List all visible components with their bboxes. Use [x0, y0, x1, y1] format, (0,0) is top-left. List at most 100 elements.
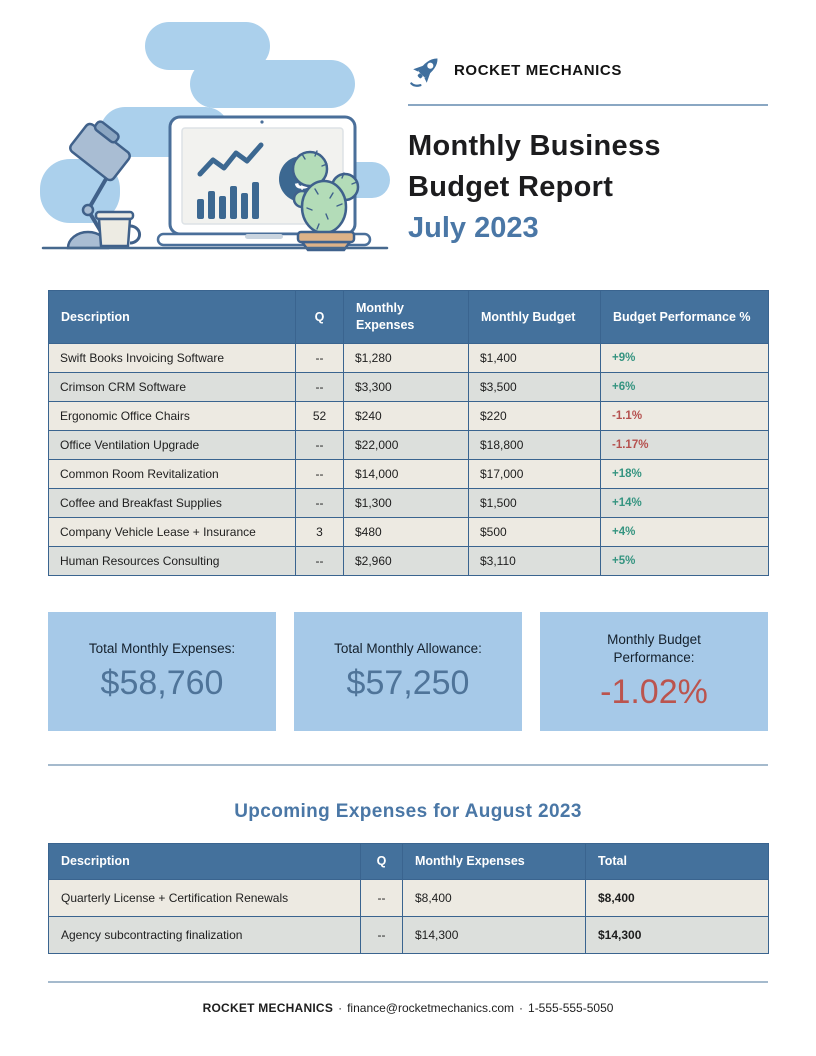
table-row: Ergonomic Office Chairs 52 $240 $220 -1.1% — [48, 401, 769, 431]
cell-expenses: $2,960 — [343, 546, 469, 576]
upcoming-expenses-heading: Upcoming Expenses for August 2023 — [234, 801, 582, 822]
cell-description: Crimson CRM Software — [48, 372, 296, 402]
col-header-monthly-expenses: Monthly Expenses — [343, 290, 469, 344]
footer-company: ROCKET MECHANICS — [202, 1001, 334, 1015]
cell-budget: $1,400 — [468, 343, 601, 373]
cell-description: Office Ventilation Upgrade — [48, 430, 296, 460]
cell-description: Coffee and Breakfast Supplies — [48, 488, 296, 518]
summary-cards: Total Monthly Expenses: $58,760 Total Mo… — [48, 612, 768, 731]
coffee-mug — [94, 210, 142, 248]
total-expenses-card: Total Monthly Expenses: $58,760 — [48, 612, 276, 731]
cell-expenses: $14,000 — [343, 459, 469, 489]
cell-total: $14,300 — [585, 916, 769, 954]
cell-total: $8,400 — [585, 879, 769, 917]
budget-table-header: Description Q Monthly Expenses Monthly B… — [48, 290, 769, 344]
cell-description: Agency subcontracting finalization — [48, 916, 361, 954]
cell-expenses: $3,300 — [343, 372, 469, 402]
table-row: Human Resources Consulting -- $2,960 $3,110… — [48, 546, 769, 576]
cell-performance: +18% — [600, 459, 769, 489]
cell-budget: $3,110 — [468, 546, 601, 576]
total-allowance-value: $57,250 — [346, 664, 470, 702]
cell-q: -- — [295, 459, 344, 489]
table-row: Swift Books Invoicing Software -- $1,280 $1… — [48, 343, 769, 373]
card-label: Monthly Budget Performance: — [607, 632, 701, 665]
cell-budget: $17,000 — [468, 459, 601, 489]
cell-description: Ergonomic Office Chairs — [48, 401, 296, 431]
company-name: ROCKET MECHANICS — [454, 61, 622, 79]
cell-expenses: $14,300 — [402, 916, 586, 954]
cell-performance: +4% — [600, 517, 769, 547]
cell-q: -- — [360, 879, 403, 917]
rocket-icon — [410, 58, 438, 87]
upcoming-expenses-table: Description Q Monthly Expenses Total Qua… — [48, 843, 769, 954]
cell-q: -- — [295, 372, 344, 402]
cell-expenses: $22,000 — [343, 430, 469, 460]
cell-description: Swift Books Invoicing Software — [48, 343, 296, 373]
cell-q: -- — [295, 546, 344, 576]
cell-performance: +9% — [600, 343, 769, 373]
budget-performance-value: -1.02% — [600, 673, 708, 711]
cell-budget: $1,500 — [468, 488, 601, 518]
cell-q: -- — [360, 916, 403, 954]
col-header-description: Description — [48, 290, 296, 344]
cell-q: 3 — [295, 517, 344, 547]
section-divider — [48, 764, 768, 766]
table-row: Quarterly License + Certification Renewa… — [48, 879, 769, 917]
desk-illustration: $ — [40, 22, 390, 252]
cell-description: Common Room Revitalization — [48, 459, 296, 489]
cell-q: 52 — [295, 401, 344, 431]
cell-q: -- — [295, 430, 344, 460]
card-label: Total Monthly Allowance: — [334, 641, 482, 656]
col-header-q: Q — [295, 290, 344, 344]
total-expenses-value: $58,760 — [100, 664, 224, 702]
report-period: July 2023 — [408, 212, 539, 244]
cell-q: -- — [295, 343, 344, 373]
cell-budget: $500 — [468, 517, 601, 547]
cell-budget: $220 — [468, 401, 601, 431]
cell-budget: $3,500 — [468, 372, 601, 402]
cell-budget: $18,800 — [468, 430, 601, 460]
budget-table: Description Q Monthly Expenses Monthly B… — [48, 290, 769, 576]
budget-performance-card: Monthly Budget Performance: -1.02% — [540, 612, 768, 731]
table-row: Office Ventilation Upgrade -- $22,000 $18,8… — [48, 430, 769, 460]
footer-separator: · — [338, 1001, 343, 1015]
table-row: Common Room Revitalization -- $14,000 $17,0… — [48, 459, 769, 489]
card-label: Total Monthly Expenses: — [88, 641, 236, 656]
page-title: Monthly Business Budget Report — [408, 130, 661, 203]
cell-expenses: $8,400 — [402, 879, 586, 917]
cell-expenses: $240 — [343, 401, 469, 431]
table-row: Company Vehicle Lease + Insurance 3 $480 $5… — [48, 517, 769, 547]
col-header-budget-performance: Budget Performance % — [600, 290, 769, 344]
report-header: ROCKET MECHANICS Monthly Business Budget… — [408, 52, 768, 249]
col-header-monthly-budget: Monthly Budget — [468, 290, 601, 344]
header-divider — [408, 104, 768, 106]
cell-performance: +6% — [600, 372, 769, 402]
cell-q: -- — [295, 488, 344, 518]
cell-performance: +14% — [600, 488, 769, 518]
table-row: Crimson CRM Software -- $3,300 $3,500 +6% — [48, 372, 769, 402]
table-row: Agency subcontracting finalization -- $14,… — [48, 916, 769, 954]
cell-description: Human Resources Consulting — [48, 546, 296, 576]
cell-performance: -1.17% — [600, 430, 769, 460]
total-allowance-card: Total Monthly Allowance: $57,250 — [294, 612, 522, 731]
cell-performance: -1.1% — [600, 401, 769, 431]
footer-email: finance@rocketmechanics.com — [347, 1001, 515, 1015]
footer: ROCKET MECHANICS · finance@rocketmechanics… — [0, 1001, 816, 1015]
logo: ROCKET MECHANICS — [408, 52, 768, 88]
col-header-q: Q — [360, 843, 403, 880]
cell-expenses: $480 — [343, 517, 469, 547]
table-row: Coffee and Breakfast Supplies -- $1,300 $1,… — [48, 488, 769, 518]
col-header-description: Description — [48, 843, 361, 880]
footer-divider — [48, 981, 768, 983]
col-header-monthly-expenses: Monthly Expenses — [402, 843, 586, 880]
footer-phone: 1-555-555-5050 — [528, 1001, 614, 1015]
footer-separator: · — [519, 1001, 524, 1015]
cell-description: Quarterly License + Certification Renewa… — [48, 879, 361, 917]
cell-expenses: $1,300 — [343, 488, 469, 518]
cell-expenses: $1,280 — [343, 343, 469, 373]
cell-description: Company Vehicle Lease + Insurance — [48, 517, 296, 547]
upcoming-table-header: Description Q Monthly Expenses Total — [48, 843, 769, 880]
col-header-total: Total — [585, 843, 769, 880]
cell-performance: +5% — [600, 546, 769, 576]
